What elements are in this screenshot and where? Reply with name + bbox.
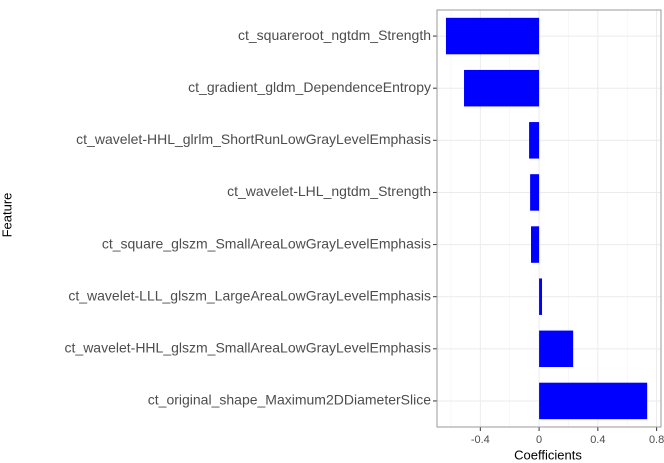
bar (539, 382, 648, 420)
y-tick-label: ct_original_shape_Maximum2DDiameterSlice (148, 392, 431, 408)
bar (539, 278, 543, 315)
bar (530, 174, 540, 211)
y-tick-label: ct_wavelet-HHL_glszm_SmallAreaLowGrayLev… (65, 340, 431, 356)
x-tick-label: 0 (536, 434, 542, 446)
y-tick-label: ct_wavelet-HHL_glrlm_ShortRunLowGrayLeve… (76, 131, 431, 147)
bar (539, 330, 574, 368)
bar (464, 69, 540, 107)
x-tick-label: 0.8 (649, 434, 664, 446)
x-axis-title: Coefficients (514, 447, 582, 462)
y-tick-label: ct_wavelet-LHL_ngtdm_Strength (227, 183, 431, 199)
panel-border (436, 9, 662, 428)
x-tick-label: 0.4 (590, 434, 605, 446)
y-axis-title: Feature (0, 193, 14, 238)
y-tick-label: ct_wavelet-LLL_glszm_LargeAreaLowGrayLev… (68, 287, 431, 303)
y-tick-label: ct_gradient_gldm_DependenceEntropy (188, 79, 431, 95)
x-tick-label: -0.4 (471, 434, 490, 446)
bar (529, 122, 540, 159)
bar (445, 17, 540, 55)
y-tick-label: ct_squareroot_ngtdm_Strength (238, 27, 431, 43)
y-tick-label: ct_square_glszm_SmallAreaLowGrayLevelEmp… (102, 235, 431, 251)
bar (531, 226, 540, 263)
